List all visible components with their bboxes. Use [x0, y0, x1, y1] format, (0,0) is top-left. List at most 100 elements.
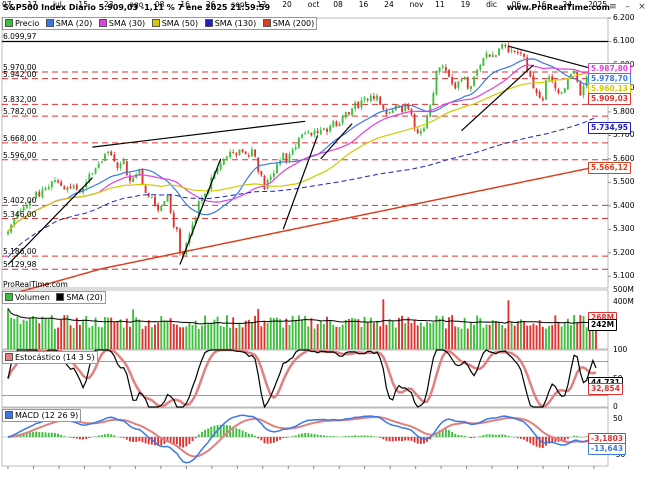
candle [479, 64, 482, 70]
macd-hist-bar [329, 436, 332, 437]
macd-hist-bar [316, 434, 319, 437]
candle [557, 89, 560, 94]
volume-bar [435, 315, 438, 349]
y-tick-label: 5.300 [613, 224, 635, 234]
macd-hist-bar [85, 437, 88, 439]
macd-hist-bar [172, 437, 175, 444]
macd-hist-bar [122, 437, 125, 438]
y-tick-label: 5.100 [613, 271, 635, 281]
macd-hist-bar [451, 432, 454, 437]
macd-hist-bar [304, 433, 307, 437]
trend-line-3 [282, 135, 319, 230]
candle [47, 187, 50, 190]
candle [351, 108, 353, 116]
macd-hist-bar [294, 435, 297, 437]
volume-bar [301, 319, 303, 349]
volume-bar [157, 322, 160, 349]
macd-hist-bar [160, 437, 163, 446]
macd-hist-bar [419, 437, 422, 444]
candle [538, 91, 541, 98]
candle [150, 196, 153, 198]
candle [204, 194, 206, 198]
candle [97, 163, 100, 168]
x-tick-label: sept [231, 0, 248, 9]
legend-volume: Volumen [15, 293, 50, 302]
candle [166, 195, 169, 202]
macd-hist-bar [501, 434, 504, 437]
candle [119, 163, 122, 168]
macd-hist-bar [191, 437, 194, 442]
candle [419, 130, 422, 134]
candle [260, 170, 263, 176]
volume-bar [444, 328, 447, 349]
legend-swatch-sma200 [262, 19, 271, 27]
volume-tick-label: 500M [613, 285, 634, 294]
volume-bar [222, 326, 225, 349]
macd-hist-bar [520, 437, 522, 439]
macd-hist-bar [138, 437, 141, 442]
macd-hist-bar [157, 437, 160, 446]
macd-hist-bar [207, 428, 210, 437]
volume-bar [100, 327, 103, 349]
macd-hist-bar [113, 435, 116, 437]
volume-bar [394, 327, 397, 349]
volume-bar [160, 316, 163, 349]
volume-bar [38, 323, 41, 349]
x-tick-label: 19 [460, 0, 471, 9]
candle [454, 82, 457, 89]
y-tick-label: 6.100 [613, 36, 635, 46]
candle [16, 212, 19, 219]
volume-bar [163, 321, 166, 349]
x-tick-label: 24 [384, 0, 394, 9]
volume-bar [363, 316, 366, 349]
candle [369, 95, 372, 102]
candle [197, 201, 200, 217]
candle [257, 157, 260, 172]
volume-bar [570, 325, 572, 349]
volume-legend: Volumen SMA (20) [2, 291, 106, 304]
candle [391, 109, 394, 113]
volume-bar [279, 319, 282, 349]
volume-bar [191, 325, 194, 349]
candle [313, 130, 316, 135]
candle [191, 224, 194, 234]
volume-bar [595, 328, 597, 349]
volume-bar [200, 325, 203, 349]
volume-bar [529, 325, 532, 349]
volume-bar [382, 299, 385, 349]
macd-hist-bar [507, 435, 510, 437]
candle [116, 162, 119, 169]
macd-hist-bar [551, 437, 554, 443]
candle [175, 227, 178, 230]
volume-bar [513, 325, 516, 349]
candle [494, 55, 497, 57]
candle [423, 128, 425, 132]
menu-icon[interactable]: ≡ [609, 2, 617, 12]
volume-bar [88, 327, 91, 349]
macd-hist-bar [416, 437, 419, 444]
macd-hist-bar [104, 434, 106, 437]
volume-bar [138, 319, 141, 349]
brand-link[interactable]: www.ProRealTime.com [506, 3, 610, 12]
candle [41, 189, 44, 198]
volume-bar [66, 315, 69, 349]
candle [301, 134, 303, 138]
macd-hist-bar [379, 437, 382, 438]
candle [310, 132, 313, 136]
x-tick-label: dic [486, 0, 498, 9]
macd-hist-bar [200, 431, 203, 437]
candle [388, 111, 391, 114]
macd-hist-bar [154, 437, 156, 446]
window-tools: ≡ – × [606, 2, 647, 12]
x-tick-label: 26 [205, 0, 216, 9]
macd-hist-bar [50, 432, 53, 437]
volume-bar [441, 315, 444, 349]
x-tick-label: 17 [27, 0, 38, 9]
volume-bar [194, 320, 197, 349]
close-icon[interactable]: × [638, 2, 646, 12]
volume-bar [266, 323, 269, 349]
minimize-icon[interactable]: – [625, 2, 630, 12]
candle [226, 156, 228, 159]
macd-hist-bar [266, 437, 269, 444]
